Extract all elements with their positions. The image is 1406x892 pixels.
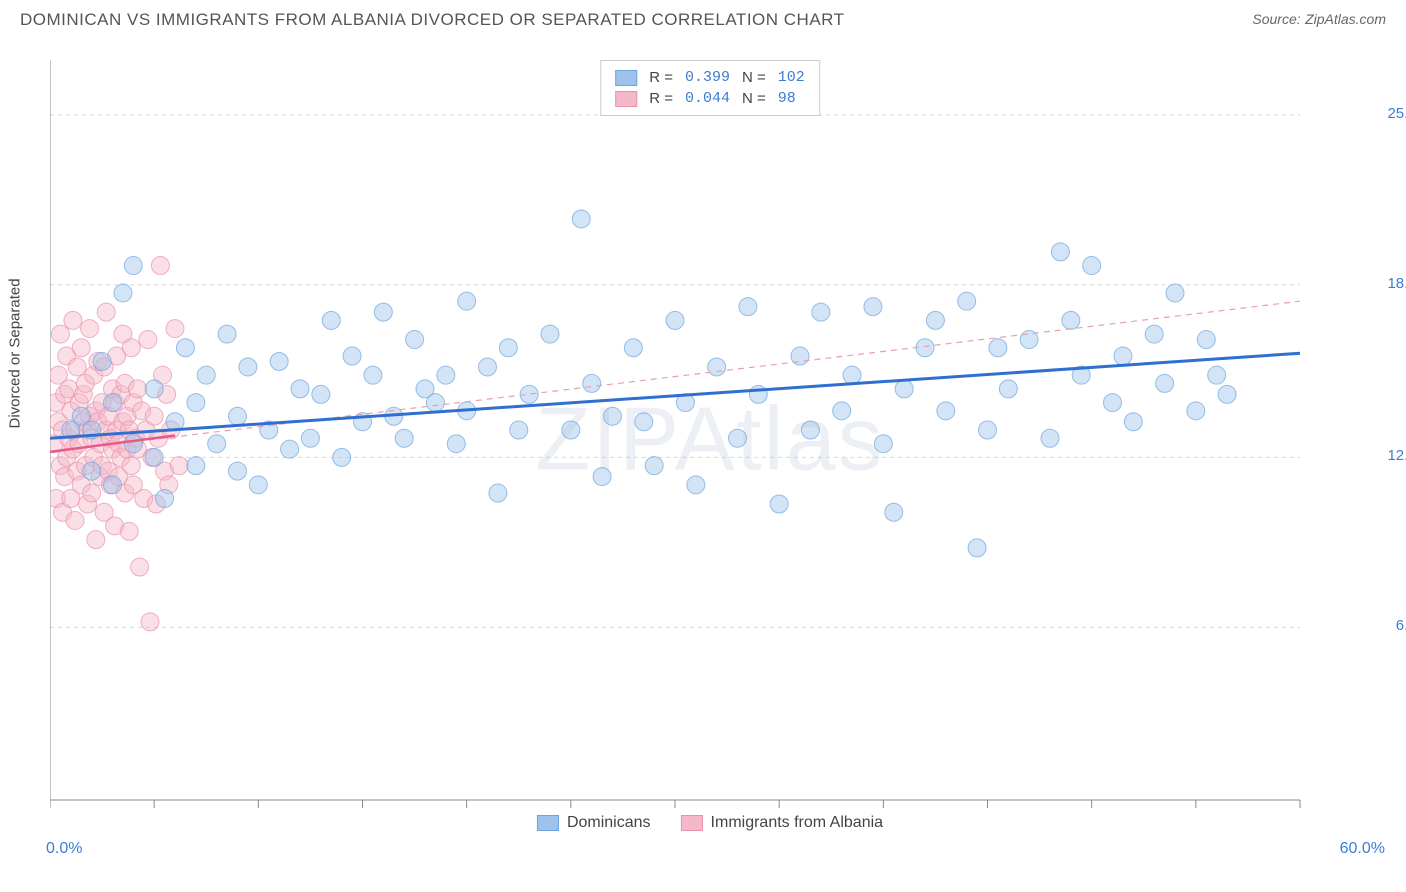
n-value-1: 102 bbox=[778, 69, 805, 86]
chart-title: DOMINICAN VS IMMIGRANTS FROM ALBANIA DIV… bbox=[20, 10, 845, 30]
x-min-label: 0.0% bbox=[46, 840, 82, 858]
legend-label-2: Immigrants from Albania bbox=[711, 814, 884, 832]
correlation-row-1: R = 0.399 N = 102 bbox=[615, 67, 805, 88]
r-value-2: 0.044 bbox=[685, 90, 730, 107]
y-tick-label: 12.5% bbox=[1387, 447, 1406, 464]
n-label: N = bbox=[742, 69, 766, 86]
scatter-plot bbox=[50, 50, 1370, 830]
legend-item-2: Immigrants from Albania bbox=[681, 814, 884, 832]
chart-area: ZIPAtlas R = 0.399 N = 102 R = 0.044 N =… bbox=[50, 50, 1370, 830]
swatch-series-2 bbox=[615, 91, 637, 107]
swatch-series-1 bbox=[537, 815, 559, 831]
r-label: R = bbox=[649, 90, 673, 107]
swatch-series-2 bbox=[681, 815, 703, 831]
source: Source: ZipAtlas.com bbox=[1252, 11, 1386, 29]
y-tick-label: 6.3% bbox=[1396, 617, 1406, 634]
legend-label-1: Dominicans bbox=[567, 814, 651, 832]
y-tick-label: 18.8% bbox=[1387, 275, 1406, 292]
x-max-label: 60.0% bbox=[1340, 840, 1385, 858]
y-tick-label: 25.0% bbox=[1387, 105, 1406, 122]
source-name: ZipAtlas.com bbox=[1305, 11, 1386, 27]
source-label: Source: bbox=[1252, 11, 1300, 27]
r-value-1: 0.399 bbox=[685, 69, 730, 86]
series-legend: Dominicans Immigrants from Albania bbox=[537, 814, 883, 832]
n-value-2: 98 bbox=[778, 90, 796, 107]
r-label: R = bbox=[649, 69, 673, 86]
swatch-series-1 bbox=[615, 70, 637, 86]
correlation-legend: R = 0.399 N = 102 R = 0.044 N = 98 bbox=[600, 60, 820, 116]
correlation-row-2: R = 0.044 N = 98 bbox=[615, 88, 805, 109]
legend-item-1: Dominicans bbox=[537, 814, 651, 832]
y-axis-label: Divorced or Separated bbox=[7, 278, 24, 428]
n-label: N = bbox=[742, 90, 766, 107]
